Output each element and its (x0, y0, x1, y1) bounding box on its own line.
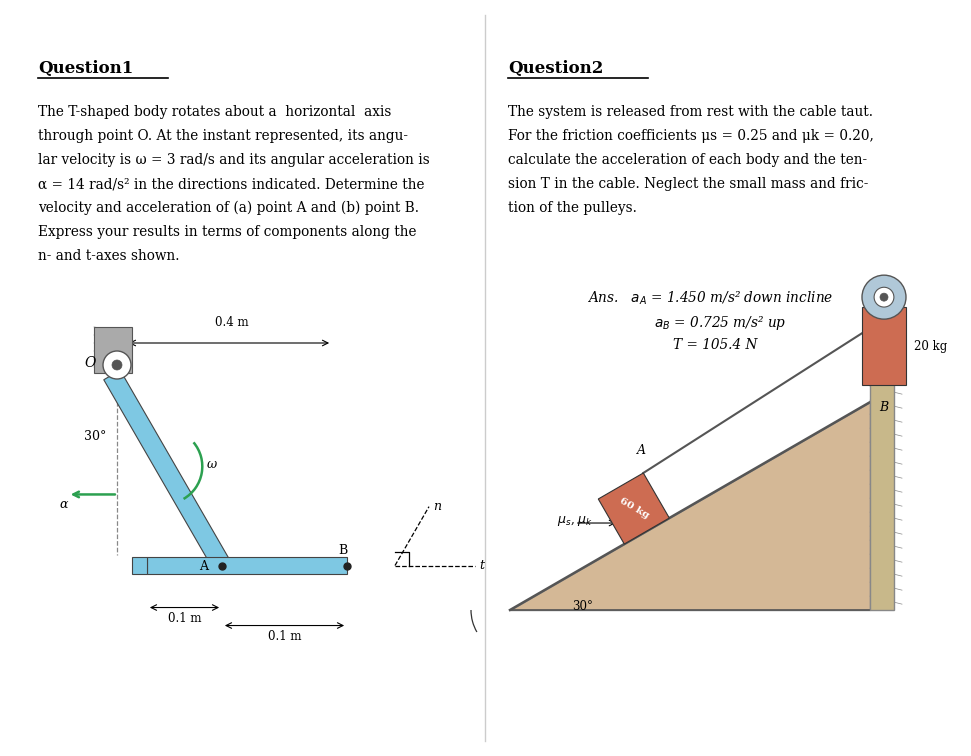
Text: ω: ω (207, 458, 218, 471)
Text: velocity and acceleration of (a) point A and (b) point B.: velocity and acceleration of (a) point A… (38, 201, 419, 215)
Text: 0.1 m: 0.1 m (168, 612, 201, 624)
Text: For the friction coefficients μs = 0.25 and μk = 0.20,: For the friction coefficients μs = 0.25 … (508, 129, 874, 143)
Text: B: B (338, 544, 348, 556)
Text: 20 kg: 20 kg (914, 339, 948, 352)
Text: Express your results in terms of components along the: Express your results in terms of compone… (38, 225, 417, 239)
Polygon shape (104, 370, 230, 570)
Circle shape (880, 293, 888, 301)
Circle shape (862, 275, 906, 319)
Text: α: α (60, 498, 68, 512)
Text: $a_B$ = 0.725 m/s² up: $a_B$ = 0.725 m/s² up (653, 314, 787, 332)
Text: The T-shaped body rotates about a  horizontal  axis: The T-shaped body rotates about a horizo… (38, 105, 391, 119)
Text: tion of the pulleys.: tion of the pulleys. (508, 201, 637, 215)
Text: lar velocity is ω = 3 rad/s and its angular acceleration is: lar velocity is ω = 3 rad/s and its angu… (38, 153, 430, 167)
FancyBboxPatch shape (862, 307, 906, 385)
Polygon shape (132, 557, 147, 574)
Text: t: t (479, 559, 484, 572)
Text: T = 105.4 N: T = 105.4 N (673, 338, 757, 352)
Polygon shape (510, 402, 870, 610)
Text: 60 kg: 60 kg (618, 497, 650, 520)
Text: Ans.   $a_A$ = 1.450 m/s² down incline: Ans. $a_A$ = 1.450 m/s² down incline (586, 290, 833, 308)
Text: B: B (880, 401, 888, 414)
Text: calculate the acceleration of each body and the ten-: calculate the acceleration of each body … (508, 153, 867, 167)
Text: sion T in the cable. Neglect the small mass and fric-: sion T in the cable. Neglect the small m… (508, 177, 868, 191)
Text: Question1: Question1 (38, 60, 133, 77)
Text: $\mu_s$, $\mu_k$: $\mu_s$, $\mu_k$ (556, 514, 593, 528)
Text: Question2: Question2 (508, 60, 603, 77)
Text: n: n (433, 500, 441, 513)
Text: 0.1 m: 0.1 m (268, 630, 301, 643)
Text: 30°: 30° (84, 430, 107, 443)
Text: O: O (84, 356, 96, 370)
Circle shape (103, 351, 131, 379)
Text: n- and t-axes shown.: n- and t-axes shown. (38, 249, 180, 263)
Text: The system is released from rest with the cable taut.: The system is released from rest with th… (508, 105, 873, 119)
Circle shape (874, 287, 894, 307)
Text: A: A (199, 559, 209, 572)
Circle shape (112, 360, 122, 370)
Text: α = 14 rad/s² in the directions indicated. Determine the: α = 14 rad/s² in the directions indicate… (38, 177, 424, 191)
FancyBboxPatch shape (870, 302, 894, 610)
Polygon shape (147, 557, 347, 574)
Text: through point O. At the instant represented, its angu-: through point O. At the instant represen… (38, 129, 408, 143)
Text: 0.4 m: 0.4 m (216, 316, 249, 329)
Polygon shape (598, 473, 669, 544)
Text: A: A (637, 444, 647, 457)
FancyBboxPatch shape (94, 327, 132, 373)
Text: 30°: 30° (572, 600, 593, 613)
